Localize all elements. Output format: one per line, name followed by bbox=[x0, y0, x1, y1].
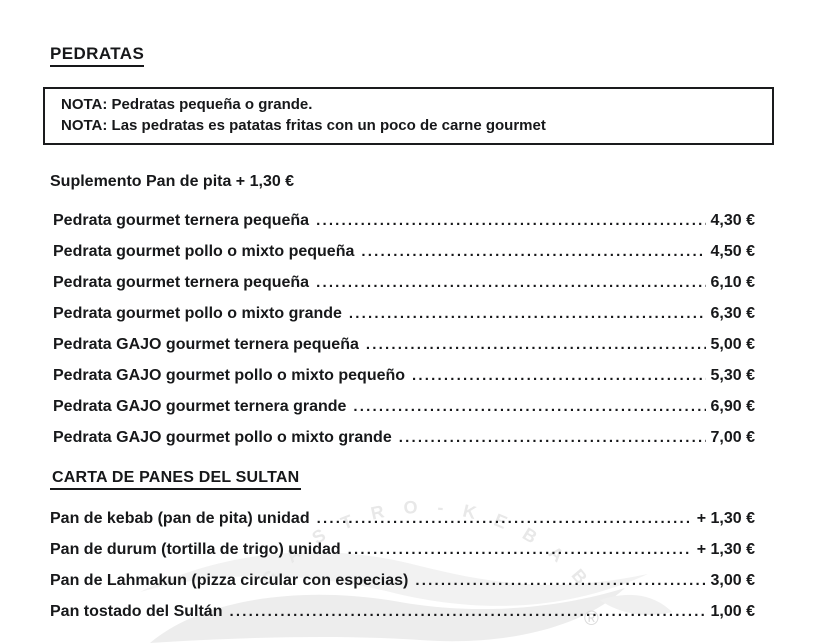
note-line-1: NOTA: Pedratas pequeña o grande. bbox=[61, 96, 313, 113]
dot-leader: ........................................… bbox=[361, 243, 706, 260]
menu-row: Pedrata gourmet ternera pequeña ........… bbox=[53, 273, 755, 293]
panes-section-heading: CARTA DE PANES DEL SULTAN bbox=[50, 468, 302, 490]
dot-leader: ........................................… bbox=[353, 398, 705, 415]
menu-row: Pan de Lahmakun (pizza circular con espe… bbox=[50, 571, 755, 591]
note-box: NOTA: Pedratas pequeña o grande. NOTA: L… bbox=[43, 87, 774, 145]
item-price: 4,30 € bbox=[710, 212, 755, 229]
menu-row: Pedrata gourmet pollo o mixto pequeña ..… bbox=[53, 242, 755, 262]
dot-leader: ........................................… bbox=[229, 603, 706, 620]
supplement-line: Suplemento Pan de pita + 1,30 € bbox=[50, 173, 295, 190]
menu-row: Pedrata GAJO gourmet pollo o mixto grand… bbox=[53, 428, 755, 448]
item-price: 6,30 € bbox=[710, 305, 755, 322]
item-name: Pedrata GAJO gourmet pollo o mixto grand… bbox=[53, 429, 392, 446]
item-name: Pedrata gourmet pollo o mixto grande bbox=[53, 305, 342, 322]
item-price: 1,00 € bbox=[710, 603, 755, 620]
menu-row: Pedrata GAJO gourmet ternera pequeña ...… bbox=[53, 335, 755, 355]
menu-row: Pedrata gourmet ternera pequeña ........… bbox=[53, 211, 755, 231]
item-name: Pan de Lahmakun (pizza circular con espe… bbox=[50, 572, 409, 589]
item-name: Pan tostado del Sultán bbox=[50, 603, 223, 620]
dot-leader: ........................................… bbox=[412, 367, 705, 384]
item-name: Pedrata GAJO gourmet ternera grande bbox=[53, 398, 347, 415]
item-name: Pedrata gourmet ternera pequeña bbox=[53, 212, 310, 229]
dot-leader: ........................................… bbox=[347, 541, 692, 558]
item-price: 4,50 € bbox=[710, 243, 755, 260]
dot-leader: ........................................… bbox=[348, 305, 706, 322]
panes-list: Pan de kebab (pan de pita) unidad ......… bbox=[50, 509, 755, 622]
item-name: Pedrata GAJO gourmet pollo o mixto peque… bbox=[53, 367, 406, 384]
item-price: + 1,30 € bbox=[696, 510, 755, 527]
item-price: 6,10 € bbox=[710, 274, 755, 291]
item-name: Pedrata gourmet pollo o mixto pequeña bbox=[53, 243, 355, 260]
dot-leader: ........................................… bbox=[398, 429, 706, 446]
page-title: PEDRATAS bbox=[50, 44, 145, 67]
item-price: + 1,30 € bbox=[696, 541, 755, 558]
item-price: 5,00 € bbox=[710, 336, 755, 353]
item-name: Pedrata gourmet ternera pequeña bbox=[53, 274, 310, 291]
item-price: 7,00 € bbox=[710, 429, 755, 446]
note-line-2: NOTA: Las pedratas es patatas fritas con… bbox=[61, 117, 546, 134]
menu-row: Pedrata GAJO gourmet ternera grande ....… bbox=[53, 397, 755, 417]
item-price: 5,30 € bbox=[710, 367, 755, 384]
item-price: 3,00 € bbox=[710, 572, 755, 589]
pedratas-list: Pedrata gourmet ternera pequeña ........… bbox=[50, 211, 755, 448]
dot-leader: ........................................… bbox=[415, 572, 705, 589]
menu-row: Pan de durum (tortilla de trigo) unidad … bbox=[50, 540, 755, 560]
dot-leader: ........................................… bbox=[316, 212, 705, 229]
menu-row: Pan tostado del Sultán .................… bbox=[50, 602, 755, 622]
dot-leader: ........................................… bbox=[316, 510, 692, 527]
item-name: Pan de durum (tortilla de trigo) unidad bbox=[50, 541, 341, 558]
dot-leader: ........................................… bbox=[365, 336, 706, 353]
menu-row: Pedrata GAJO gourmet pollo o mixto peque… bbox=[53, 366, 755, 386]
menu-row: Pan de kebab (pan de pita) unidad ......… bbox=[50, 509, 755, 529]
item-name: Pedrata GAJO gourmet ternera pequeña bbox=[53, 336, 359, 353]
menu-row: Pedrata gourmet pollo o mixto grande ...… bbox=[53, 304, 755, 324]
item-name: Pan de kebab (pan de pita) unidad bbox=[50, 510, 310, 527]
dot-leader: ........................................… bbox=[316, 274, 705, 291]
menu-content: PEDRATAS NOTA: Pedratas pequeña o grande… bbox=[43, 0, 774, 633]
item-price: 6,90 € bbox=[710, 398, 755, 415]
